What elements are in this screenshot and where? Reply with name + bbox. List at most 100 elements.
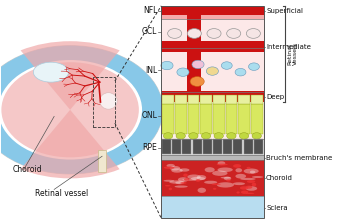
Ellipse shape xyxy=(217,164,228,165)
Ellipse shape xyxy=(33,62,69,82)
Circle shape xyxy=(207,29,221,38)
FancyBboxPatch shape xyxy=(234,139,243,154)
Ellipse shape xyxy=(212,170,227,176)
Wedge shape xyxy=(21,41,120,110)
FancyBboxPatch shape xyxy=(161,92,263,139)
Circle shape xyxy=(239,133,249,139)
Circle shape xyxy=(189,133,198,139)
Text: Intermediate: Intermediate xyxy=(266,44,311,50)
FancyBboxPatch shape xyxy=(200,104,212,134)
FancyBboxPatch shape xyxy=(188,104,199,134)
FancyBboxPatch shape xyxy=(162,139,171,154)
FancyBboxPatch shape xyxy=(213,104,225,134)
Text: Retinal vessel: Retinal vessel xyxy=(35,189,88,198)
FancyBboxPatch shape xyxy=(98,150,106,172)
Circle shape xyxy=(190,77,204,86)
FancyBboxPatch shape xyxy=(161,15,263,19)
Ellipse shape xyxy=(235,168,242,172)
Ellipse shape xyxy=(240,186,248,190)
FancyBboxPatch shape xyxy=(238,95,250,104)
Ellipse shape xyxy=(197,175,206,180)
Circle shape xyxy=(252,133,261,139)
Ellipse shape xyxy=(252,183,256,186)
Ellipse shape xyxy=(175,181,184,184)
FancyBboxPatch shape xyxy=(213,139,222,154)
Text: RPE: RPE xyxy=(143,143,157,152)
Text: Retinal
Vessels: Retinal Vessels xyxy=(287,42,298,65)
Text: GCL: GCL xyxy=(142,27,157,37)
FancyBboxPatch shape xyxy=(251,104,263,134)
FancyBboxPatch shape xyxy=(161,92,263,139)
Ellipse shape xyxy=(169,180,184,184)
FancyBboxPatch shape xyxy=(254,139,263,154)
FancyBboxPatch shape xyxy=(161,6,263,19)
Ellipse shape xyxy=(240,178,256,180)
Ellipse shape xyxy=(252,176,263,178)
Ellipse shape xyxy=(212,183,221,185)
Ellipse shape xyxy=(170,166,180,170)
Text: Deep: Deep xyxy=(266,94,284,100)
Circle shape xyxy=(1,62,139,157)
Ellipse shape xyxy=(204,181,217,184)
Text: Superficial: Superficial xyxy=(266,8,303,14)
Text: NFL: NFL xyxy=(143,6,157,15)
FancyBboxPatch shape xyxy=(161,160,263,196)
Ellipse shape xyxy=(213,188,216,190)
Ellipse shape xyxy=(241,190,248,194)
FancyBboxPatch shape xyxy=(161,41,263,52)
FancyBboxPatch shape xyxy=(161,155,263,160)
Ellipse shape xyxy=(247,180,255,183)
FancyBboxPatch shape xyxy=(161,48,263,92)
Circle shape xyxy=(177,68,189,76)
Ellipse shape xyxy=(236,191,240,194)
Ellipse shape xyxy=(244,168,259,174)
Ellipse shape xyxy=(180,182,187,184)
Text: INL: INL xyxy=(145,66,157,75)
Ellipse shape xyxy=(217,161,225,165)
Ellipse shape xyxy=(179,168,189,172)
Ellipse shape xyxy=(205,167,215,172)
FancyBboxPatch shape xyxy=(162,104,174,134)
Ellipse shape xyxy=(246,193,255,194)
FancyBboxPatch shape xyxy=(182,139,191,154)
Wedge shape xyxy=(21,110,120,178)
Ellipse shape xyxy=(246,186,257,191)
FancyBboxPatch shape xyxy=(175,104,187,134)
FancyBboxPatch shape xyxy=(161,19,263,48)
FancyBboxPatch shape xyxy=(161,196,263,218)
Ellipse shape xyxy=(164,166,174,169)
FancyBboxPatch shape xyxy=(161,155,263,160)
Ellipse shape xyxy=(182,179,199,181)
FancyBboxPatch shape xyxy=(162,95,174,104)
Ellipse shape xyxy=(217,182,234,187)
FancyBboxPatch shape xyxy=(213,95,225,104)
FancyBboxPatch shape xyxy=(226,104,237,134)
Circle shape xyxy=(0,46,163,174)
Ellipse shape xyxy=(233,182,245,185)
Ellipse shape xyxy=(246,185,252,189)
FancyBboxPatch shape xyxy=(226,95,237,104)
FancyBboxPatch shape xyxy=(251,95,263,104)
Ellipse shape xyxy=(171,168,183,173)
Circle shape xyxy=(249,63,259,70)
FancyBboxPatch shape xyxy=(161,160,263,196)
Ellipse shape xyxy=(100,93,117,109)
Ellipse shape xyxy=(226,179,230,181)
Ellipse shape xyxy=(217,168,233,172)
FancyBboxPatch shape xyxy=(223,139,232,154)
FancyBboxPatch shape xyxy=(200,95,212,104)
Circle shape xyxy=(161,61,173,70)
Circle shape xyxy=(227,133,236,139)
Text: ONL: ONL xyxy=(142,112,157,121)
Ellipse shape xyxy=(250,170,256,174)
Circle shape xyxy=(221,62,232,69)
Ellipse shape xyxy=(187,174,201,179)
Text: Choroid: Choroid xyxy=(266,175,293,181)
Circle shape xyxy=(163,133,173,139)
Ellipse shape xyxy=(175,185,188,188)
Ellipse shape xyxy=(224,177,231,180)
Ellipse shape xyxy=(198,188,206,193)
Text: Bruch's membrane: Bruch's membrane xyxy=(266,155,332,161)
Text: Choroid: Choroid xyxy=(13,165,42,174)
Circle shape xyxy=(227,29,241,38)
